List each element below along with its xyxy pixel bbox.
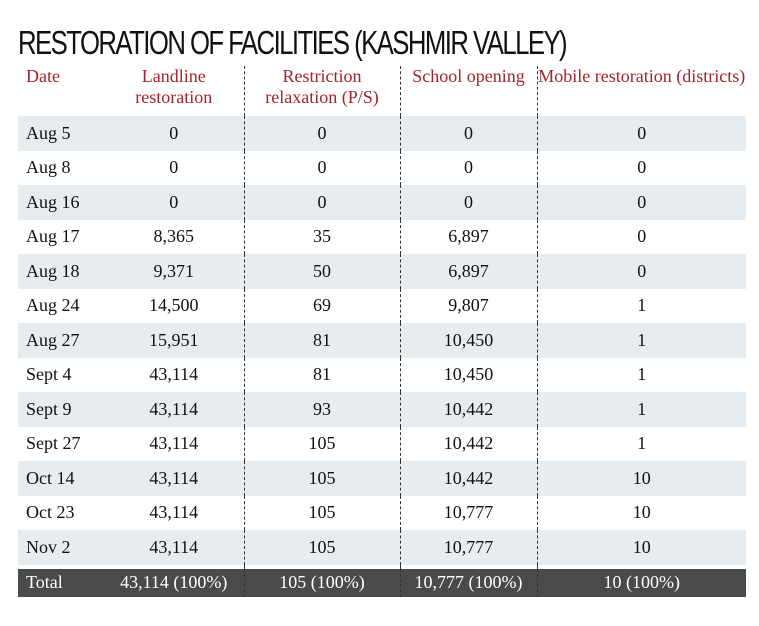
header-school: School opening [399,66,537,116]
cell-landline: 43,114 [104,392,244,427]
cell-date: Aug 17 [26,226,80,247]
cell-mobile: 10 [536,530,746,565]
cell-landline: 43,114 [149,364,199,385]
table-row: Aug 24 14,500 69 9,807 1 [18,288,746,323]
cell-restriction: 105 [243,426,400,461]
table-row: Aug 18 9,371 50 6,897 0 [18,254,746,289]
cell-date: Aug 18 [18,254,104,289]
cell-restriction: 69 [243,288,400,323]
cell-school: 6,897 [399,254,537,289]
header-restriction: Restriction relaxation (P/S) [243,66,400,116]
cell-mobile: 10 (100%) [536,568,746,597]
cell-landline: 43,114 [104,530,244,565]
cell-date: Aug 8 [26,157,71,178]
cell-restriction: 81 [243,323,400,358]
cell-mobile: 1 [536,288,746,323]
cell-restriction: 35 [243,219,400,254]
cell-restriction: 105 [243,530,400,565]
table-row: Sept 27 43,114 105 10,442 1 [18,426,746,461]
cell-landline: 43,114 [149,433,199,454]
spacer-row [18,564,746,569]
cell-school: 9,807 [399,288,537,323]
cell-date: Aug 24 [26,295,80,316]
cell-landline: 0 [104,185,244,220]
cell-mobile: 0 [536,219,746,254]
cell-landline: 0 [104,116,244,151]
header-row: Date Landline restoration Restriction re… [18,66,746,116]
cell-date: Sept 9 [18,392,104,427]
cell-date: Sept 4 [26,364,72,385]
cell-mobile: 1 [536,323,746,358]
cell-school: 10,450 [399,323,537,358]
cell-school: 0 [399,185,537,220]
cell-restriction: 0 [243,150,400,185]
cell-landline: 0 [169,157,179,178]
cell-date: Nov 2 [18,530,104,565]
cell-mobile: 0 [536,254,746,289]
header-mobile: Mobile restoration (districts) [536,66,746,116]
total-row: Total 43,114 (100%) 105 (100%) 10,777 (100%… [18,568,746,597]
cell-date: Total [18,568,104,597]
cell-landline: 43,114 [104,461,244,496]
cell-landline: 9,371 [104,254,244,289]
table-row: Nov 2 43,114 105 10,777 10 [18,530,746,565]
table-row: Aug 17 8,365 35 6,897 0 [18,219,746,254]
cell-school: 0 [399,116,537,151]
cell-restriction: 81 [243,357,400,392]
table-row: Oct 23 43,114 105 10,777 10 [18,495,746,530]
cell-mobile: 0 [536,185,746,220]
cell-restriction: 105 [243,495,400,530]
cell-date: Aug 16 [18,185,104,220]
cell-date: Sept 27 [26,433,81,454]
cell-school: 6,897 [399,219,537,254]
header-date: Date [26,66,60,86]
table-row: Sept 9 43,114 93 10,442 1 [18,392,746,427]
cell-mobile: 0 [536,150,746,185]
cell-school: 10,442 [399,461,537,496]
cell-school: 10,442 [399,426,537,461]
table-row: Aug 16 0 0 0 0 [18,185,746,220]
table-row: Sept 4 43,114 81 10,450 1 [18,357,746,392]
cell-date: Oct 14 [18,461,104,496]
header-landline: Landline restoration [135,66,213,107]
cell-restriction: 50 [243,254,400,289]
cell-restriction: 105 (100%) [243,568,400,597]
cell-school: 10,777 [399,530,537,565]
cell-restriction: 0 [243,116,400,151]
cell-school: 0 [399,150,537,185]
table-row: Oct 14 43,114 105 10,442 10 [18,461,746,496]
cell-landline: 14,500 [149,295,199,316]
table-row: Aug 27 15,951 81 10,450 1 [18,323,746,358]
cell-mobile: 10 [536,461,746,496]
facilities-table: Date Landline restoration Restriction re… [18,66,746,597]
cell-landline: 43,114 (100%) [104,568,244,597]
cell-restriction: 105 [243,461,400,496]
cell-school: 10,777 (100%) [399,568,537,597]
cell-school: 10,777 [399,495,537,530]
cell-school: 10,450 [399,357,537,392]
page-title: RESTORATION OF FACILITIES (KASHMIR VALLE… [18,24,568,61]
cell-landline: 15,951 [104,323,244,358]
cell-landline: 43,114 [149,502,199,523]
cell-mobile: 0 [536,116,746,151]
cell-date: Aug 27 [18,323,104,358]
cell-mobile: 1 [536,426,746,461]
cell-restriction: 93 [243,392,400,427]
cell-mobile: 1 [536,357,746,392]
cell-mobile: 10 [536,495,746,530]
cell-date: Aug 5 [18,116,104,151]
cell-landline: 8,365 [153,226,195,247]
cell-restriction: 0 [243,185,400,220]
cell-mobile: 1 [536,392,746,427]
cell-date: Oct 23 [26,502,75,523]
cell-school: 10,442 [399,392,537,427]
